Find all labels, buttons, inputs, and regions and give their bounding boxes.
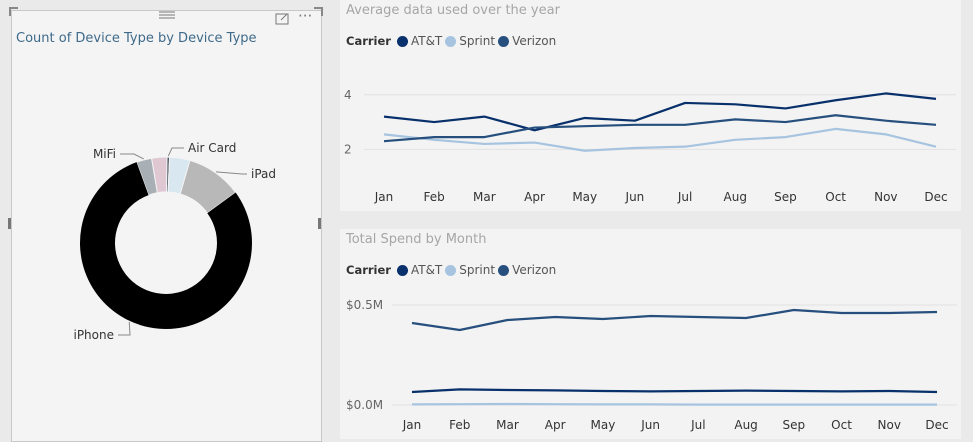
legend-item-sprint[interactable]: Sprint <box>445 34 495 48</box>
line-chart-1-svg: 2 4 Jan Feb Mar Apr May Jun Jul Aug Sep Oct Nov Dec <box>344 88 956 204</box>
x-tick-label: Jul <box>677 190 692 204</box>
x-tick-label: May <box>572 190 597 204</box>
x-tick-label: Dec <box>925 418 948 432</box>
donut-label-iphone: iPhone <box>73 328 114 342</box>
x-tick-label: Oct <box>825 190 846 204</box>
legend-item-att[interactable]: AT&T <box>396 34 443 48</box>
legend-label: Sprint <box>459 34 496 48</box>
x-tick-label: Feb <box>449 418 470 432</box>
legend-label: Sprint <box>459 263 496 277</box>
resize-handle-right[interactable] <box>318 218 321 229</box>
legend-item-sprint[interactable]: Sprint <box>445 263 495 277</box>
more-options-icon[interactable]: ··· <box>298 10 313 25</box>
donut-chart-title: Count of Device Type by Device Type <box>16 31 257 46</box>
line-chart-1-title: Average data used over the year <box>346 3 560 18</box>
series-line-verizon[interactable] <box>383 114 937 143</box>
line-chart-2-svg: $0.0M $0.5M Jan Feb Mar Apr May Jun Jul Aug Sep Oct… <box>346 298 957 432</box>
resize-corner-top-left[interactable] <box>9 7 18 16</box>
legend-label: AT&T <box>410 263 443 277</box>
legend-label: Verizon <box>512 263 557 277</box>
legend-dot <box>498 35 510 47</box>
donut-slice-iphone[interactable] <box>80 162 252 329</box>
series-line-att[interactable] <box>383 92 937 132</box>
donut-leader-line <box>118 321 131 336</box>
legend-dot <box>498 264 510 276</box>
donut-label-air-card: Air Card <box>188 141 236 155</box>
y-tick-label: 2 <box>344 142 352 156</box>
y-tick-label: 4 <box>344 88 352 102</box>
legend-title: Carrier <box>346 34 391 48</box>
series-line-sprint[interactable] <box>383 127 937 152</box>
donut-chart-svg: MiFi Air Card iPad iPhone <box>73 141 276 342</box>
donut-leader-line <box>120 153 144 160</box>
x-tick-label: Dec <box>924 190 947 204</box>
donut-label-ipad: iPad <box>251 167 276 181</box>
series-line-sprint[interactable] <box>411 402 937 406</box>
x-tick-label: Jan <box>374 190 394 204</box>
legend-item-att[interactable]: AT&T <box>396 263 443 277</box>
x-tick-label: Apr <box>524 190 545 204</box>
x-tick-label: Jun <box>625 190 645 204</box>
series-line-att[interactable] <box>411 388 938 394</box>
x-tick-label: Sep <box>774 190 797 204</box>
line-chart-1-legend: Carrier AT&T Sprint Verizon <box>346 34 559 48</box>
y-tick-label: $0.0M <box>346 398 383 412</box>
x-tick-label: Aug <box>734 418 757 432</box>
x-tick-label: Jan <box>402 418 422 432</box>
legend-dot <box>396 35 408 47</box>
focus-mode-icon[interactable] <box>275 12 289 29</box>
x-tick-label: Sep <box>783 418 806 432</box>
x-tick-label: Mar <box>496 418 519 432</box>
x-tick-label: Jul <box>690 418 705 432</box>
x-tick-label: Apr <box>545 418 566 432</box>
legend-label: Verizon <box>512 34 557 48</box>
series-line-verizon[interactable] <box>411 308 938 332</box>
x-tick-label: Nov <box>878 418 901 432</box>
line-chart-2-legend: Carrier AT&T Sprint Verizon <box>346 263 559 277</box>
total-spend-line-chart-visual[interactable]: Total Spend by Month Carrier AT&T Sprint… <box>340 229 961 439</box>
donut-leader-line <box>216 171 247 175</box>
legend-title: Carrier <box>346 263 391 277</box>
x-tick-label: Jun <box>640 418 660 432</box>
donut-chart-visual[interactable]: ··· Count of Device Type by Device Type … <box>11 10 322 442</box>
average-data-line-chart-visual[interactable]: Average data used over the year Carrier … <box>340 0 961 211</box>
x-tick-label: Oct <box>831 418 852 432</box>
legend-dot <box>445 35 457 47</box>
donut-label-mifi: MiFi <box>93 147 116 161</box>
x-tick-label: Mar <box>473 190 496 204</box>
legend-item-verizon[interactable]: Verizon <box>498 263 556 277</box>
resize-handle-left[interactable] <box>8 218 11 229</box>
x-tick-label: Feb <box>424 190 445 204</box>
x-tick-label: Nov <box>874 190 897 204</box>
legend-dot <box>396 264 408 276</box>
line-chart-2-title: Total Spend by Month <box>346 232 487 247</box>
x-tick-label: Aug <box>724 190 747 204</box>
legend-dot <box>445 264 457 276</box>
donut-slice-ipad[interactable] <box>179 159 237 214</box>
drag-handle-icon[interactable] <box>158 11 176 24</box>
x-tick-label: May <box>591 418 616 432</box>
resize-corner-top-right[interactable] <box>314 7 323 16</box>
y-tick-label: $0.5M <box>346 298 383 312</box>
legend-item-verizon[interactable]: Verizon <box>498 34 556 48</box>
legend-label: AT&T <box>410 34 443 48</box>
donut-leader-line <box>167 147 184 157</box>
